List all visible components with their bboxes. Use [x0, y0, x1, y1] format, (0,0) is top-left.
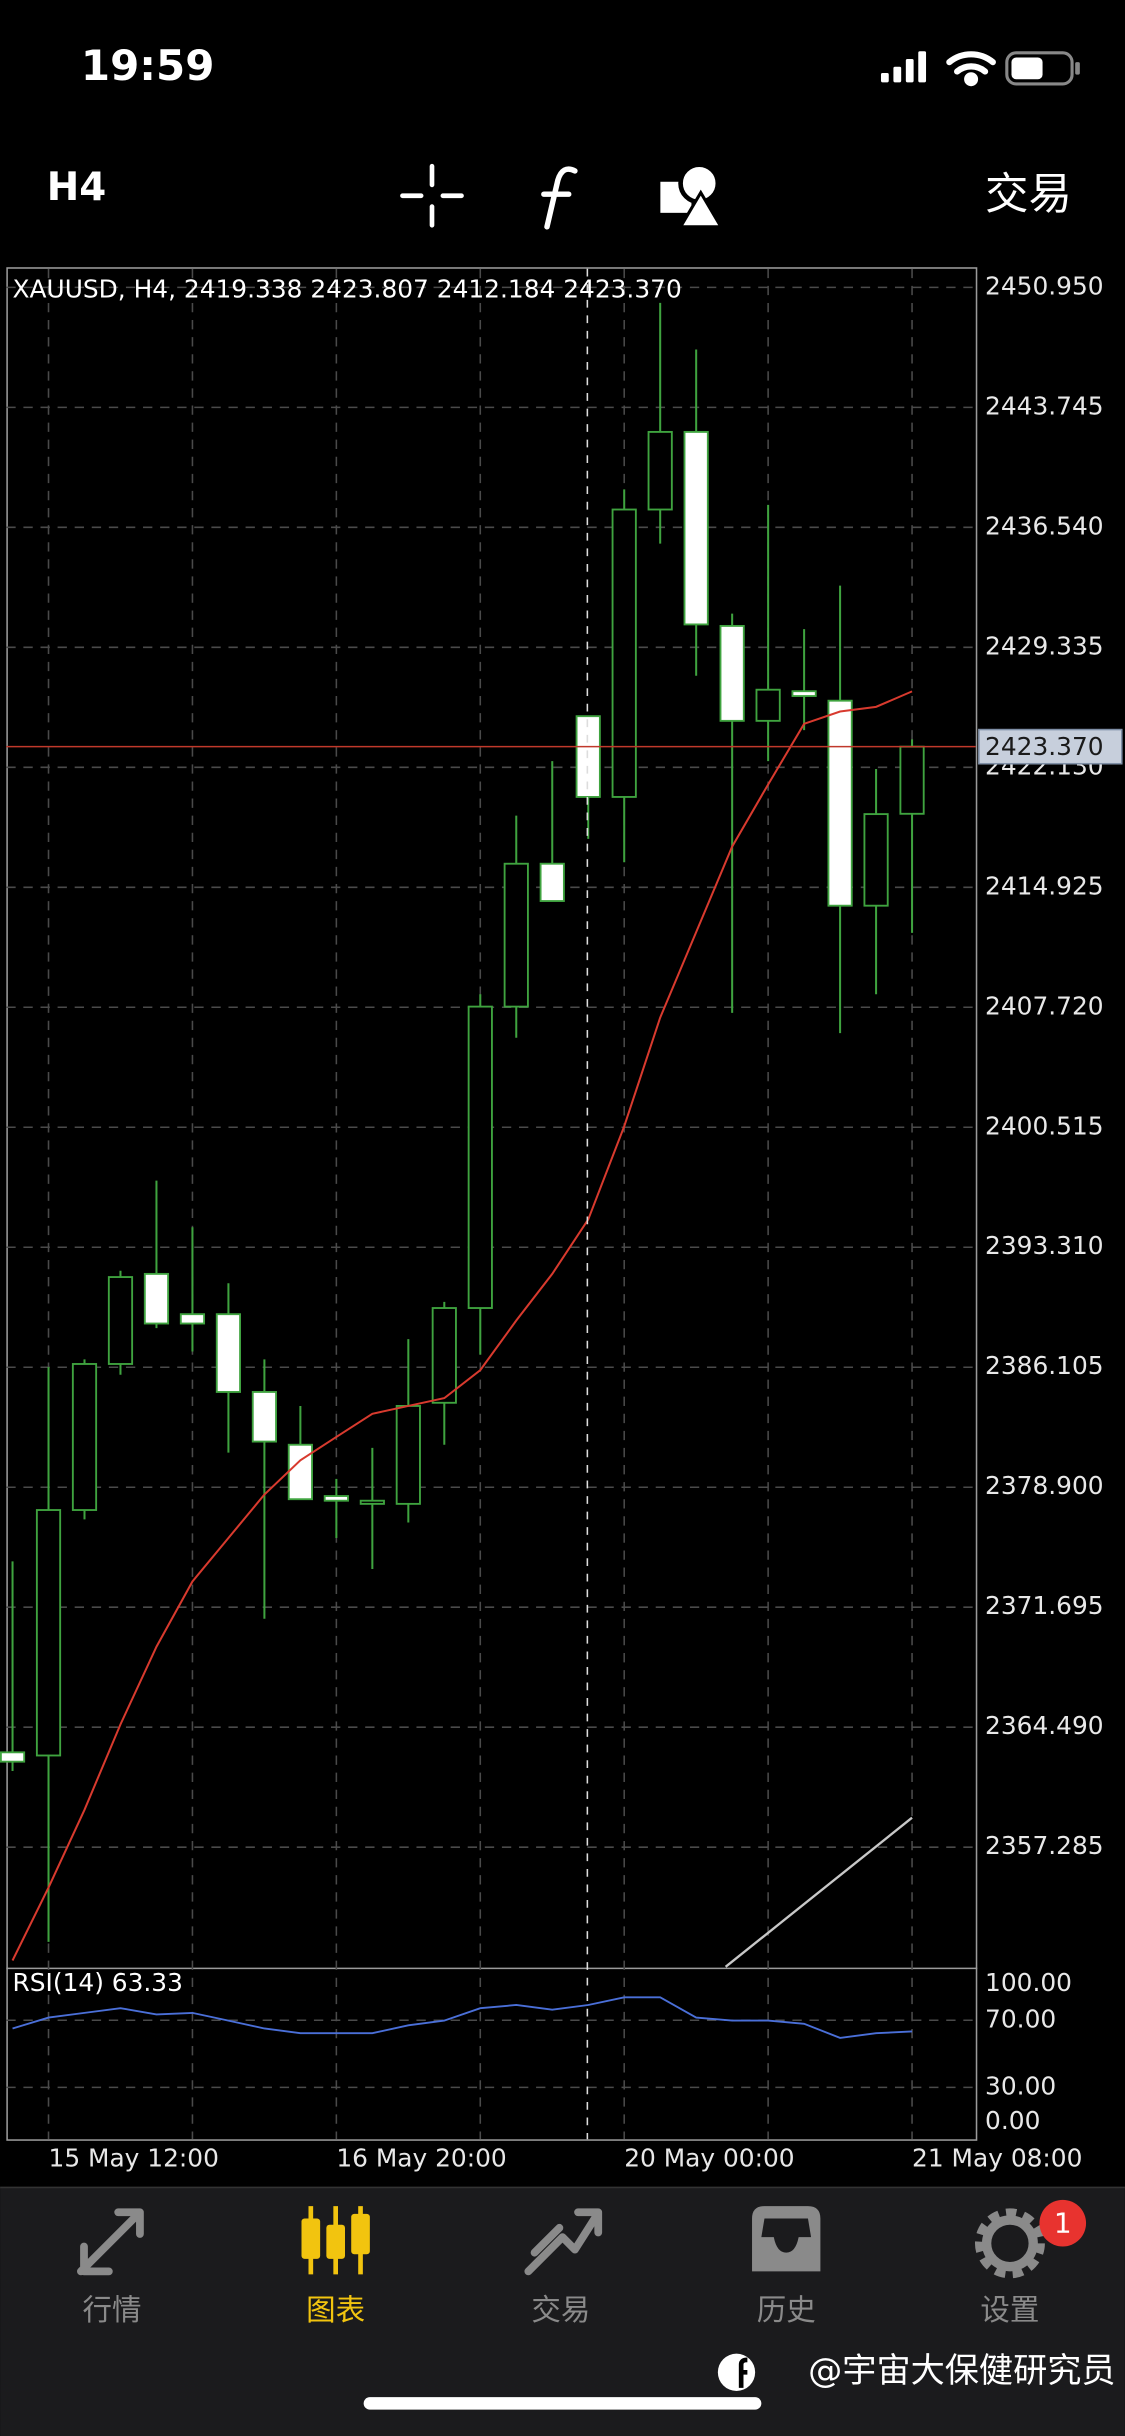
candle-body [575, 715, 601, 798]
y-tick-label: 2429.335 [985, 631, 1104, 660]
clock: 19:59 [81, 41, 215, 90]
badge [1039, 2199, 1087, 2247]
candle-body [323, 1495, 349, 1502]
y-tick-label: 2443.745 [985, 391, 1104, 420]
candle-body [287, 1443, 313, 1501]
moving-average [11, 690, 913, 1961]
candle-body [791, 690, 817, 697]
indicators-button[interactable] [541, 166, 578, 230]
candles [0, 302, 925, 1942]
rsi-tick-label: 100.00 [985, 1968, 1072, 1997]
y-tick-label: 2414.925 [985, 871, 1104, 900]
candle-body [179, 1313, 206, 1325]
candle-body [899, 745, 925, 815]
x-tick-label: 16 May 20:00 [336, 2143, 506, 2172]
candle-body [683, 430, 709, 626]
chart-title: XAUUSD, H4, 2419.338 2423.807 2412.184 2… [13, 275, 682, 304]
y-tick-label: 2364.490 [985, 1711, 1104, 1740]
quotes-icon[interactable] [77, 2208, 144, 2276]
candle-body [107, 1276, 134, 1365]
y-tick-label: 2378.900 [985, 1471, 1104, 1500]
overlay [6, 690, 976, 2039]
candle-body [539, 862, 565, 902]
y-tick-label: 2436.540 [985, 511, 1104, 540]
rsi-label: RSI(14) 63.33 [13, 1968, 183, 1997]
x-tick-label: 21 May 08:00 [912, 2143, 1082, 2172]
rsi-tick-label: 70.00 [985, 2004, 1056, 2033]
trade-button[interactable]: 交易 [985, 170, 1072, 220]
rsi-line [12, 1996, 913, 2039]
battery-icon [1005, 51, 1080, 86]
current-price-label: 2423.370 [985, 732, 1104, 761]
x-tick-label: 15 May 12:00 [49, 2143, 219, 2172]
axes: 2450.9502443.7452436.5402429.3352422.130… [49, 271, 1123, 2172]
tabs: 行情 图表 交易 历史 设置 [82, 2293, 1039, 2327]
home-indicator [363, 2397, 762, 2410]
crosshair-button[interactable] [400, 163, 464, 228]
settings-icon[interactable] [974, 2208, 1045, 2279]
candle-body [647, 430, 673, 511]
candle-body [251, 1391, 277, 1443]
objects-button[interactable] [660, 162, 724, 229]
tab-icons [77, 2206, 1045, 2279]
candle-body [0, 1751, 26, 1763]
candle-body [503, 862, 529, 1008]
history-icon[interactable] [752, 2206, 821, 2272]
tab-label: 行情 [82, 2293, 141, 2327]
candle-body [755, 688, 781, 722]
current-price-box [978, 728, 1123, 765]
candle-body [611, 508, 637, 798]
x-tick-label: 20 May 00:00 [624, 2143, 794, 2172]
rsi-tick-label: 30.00 [985, 2071, 1056, 2100]
candle-body [35, 1509, 62, 1757]
wifi-icon [946, 51, 996, 87]
watermark: @宇宙大保健研究员 [808, 2351, 1115, 2391]
y-tick-label: 2407.720 [985, 991, 1104, 1020]
candle-body [395, 1405, 421, 1505]
candle-body [467, 1005, 493, 1309]
tab-label: 历史 [757, 2293, 816, 2327]
y-tick-label: 2393.310 [985, 1231, 1104, 1260]
y-tick-label: 2400.515 [985, 1111, 1104, 1140]
y-tick-label: 2371.695 [985, 1591, 1104, 1620]
trade-icon[interactable] [524, 2208, 603, 2276]
candle-body [71, 1363, 98, 1511]
candle-body [431, 1307, 457, 1404]
y-tick-label: 2450.950 [985, 271, 1104, 300]
watermark-logo [717, 2353, 756, 2391]
candle-body [827, 699, 853, 907]
tab-label: 交易 [531, 2293, 590, 2327]
candle-body [215, 1313, 242, 1393]
candle-body [143, 1272, 170, 1325]
tab-label: 图表 [306, 2293, 365, 2327]
trendline-object [724, 1816, 913, 1968]
y-tick-label: 2357.285 [985, 1831, 1104, 1860]
y-tick-label: 2386.105 [985, 1351, 1104, 1380]
badge-count: 1 [1054, 2207, 1072, 2240]
watermark-logo-f [738, 2357, 748, 2388]
chart-icon[interactable] [301, 2206, 370, 2275]
rsi-tick-label: 0.00 [985, 2106, 1040, 2135]
candle-body [863, 813, 889, 907]
tab-label: 设置 [980, 2293, 1039, 2327]
timeframe-button[interactable]: H4 [47, 165, 107, 210]
candle-body [359, 1499, 385, 1505]
candle-body [719, 624, 745, 722]
chart-frame [6, 267, 978, 2141]
signal-icon [880, 51, 927, 83]
